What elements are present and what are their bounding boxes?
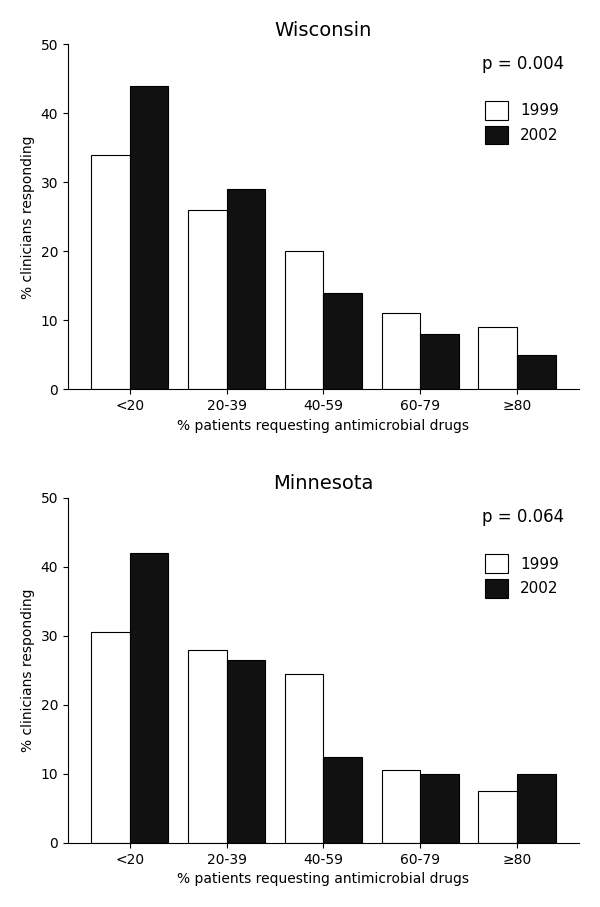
Y-axis label: % clinicians responding: % clinicians responding	[21, 135, 35, 298]
Bar	[227, 660, 265, 843]
Bar	[382, 770, 421, 843]
Title: Minnesota: Minnesota	[273, 474, 374, 493]
Bar	[188, 649, 227, 843]
Bar	[323, 293, 362, 389]
Bar	[478, 791, 517, 843]
Bar	[285, 251, 323, 389]
Bar	[130, 85, 169, 389]
Bar	[421, 334, 459, 389]
Bar	[323, 756, 362, 843]
Text: p = 0.064: p = 0.064	[482, 508, 564, 526]
Bar	[517, 774, 556, 843]
Bar	[91, 154, 130, 389]
X-axis label: % patients requesting antimicrobial drugs: % patients requesting antimicrobial drug…	[178, 873, 469, 886]
Y-axis label: % clinicians responding: % clinicians responding	[21, 589, 35, 752]
Bar	[421, 774, 459, 843]
Text: p = 0.004: p = 0.004	[482, 54, 564, 73]
Bar	[478, 327, 517, 389]
Bar	[130, 553, 169, 843]
Bar	[188, 210, 227, 389]
X-axis label: % patients requesting antimicrobial drugs: % patients requesting antimicrobial drug…	[178, 419, 469, 433]
Bar	[227, 190, 265, 389]
Bar	[382, 314, 421, 389]
Bar	[285, 674, 323, 843]
Bar	[91, 632, 130, 843]
Legend: 1999, 2002: 1999, 2002	[477, 93, 566, 151]
Title: Wisconsin: Wisconsin	[275, 21, 372, 40]
Legend: 1999, 2002: 1999, 2002	[477, 547, 566, 605]
Bar	[517, 355, 556, 389]
